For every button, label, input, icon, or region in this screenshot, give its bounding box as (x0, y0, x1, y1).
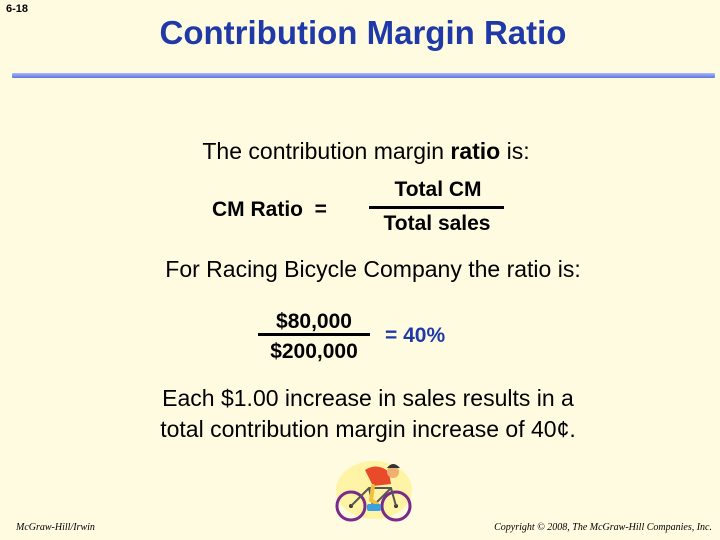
racing-text: For Racing Bicycle Company the ratio is: (0, 256, 720, 283)
computation-numerator: $80,000 (276, 310, 352, 333)
cyclist-icon (335, 461, 412, 522)
title-text: Contribution Margin Ratio (159, 14, 567, 51)
formula-label: CM Ratio = (212, 198, 327, 221)
formula-numerator: Total CM (394, 178, 482, 201)
intro-line: The contribution margin ratio is: (199, 138, 530, 164)
slide-number: 6-18 (6, 3, 29, 15)
intro-text: The contribution margin ratio is: (0, 138, 720, 165)
title-divider (12, 73, 715, 78)
intro-after: is: (500, 138, 530, 164)
computation-result: = 40% (385, 324, 446, 347)
computation-denominator: $200,000 (270, 340, 358, 363)
conclusion-line-2: total contribution margin increase of 40… (160, 416, 576, 442)
intro-before: The contribution margin (202, 138, 451, 164)
formula-denominator: Total sales (383, 212, 491, 235)
footer-publisher: McGraw-Hill/Irwin (16, 522, 95, 533)
racing-line: For Racing Bicycle Company the ratio is: (165, 256, 581, 282)
intro-emphasis: ratio (450, 138, 501, 164)
footer-copyright: Copyright © 2008, The McGraw-Hill Compan… (494, 522, 712, 533)
formula-fraction-bar (369, 206, 504, 209)
computation-fraction-bar (258, 333, 370, 336)
conclusion-text: Each $1.00 increase in sales results in … (0, 383, 720, 445)
page-title: Contribution Margin Ratio (0, 14, 720, 52)
conclusion-line-1: Each $1.00 increase in sales results in … (162, 385, 574, 411)
